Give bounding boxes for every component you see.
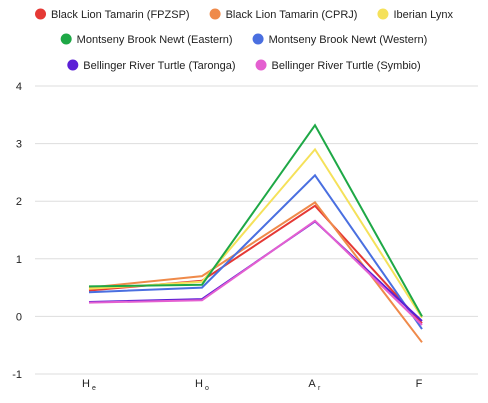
- x-tick-base: A: [308, 378, 316, 390]
- gridlines: [35, 85, 478, 375]
- legend-label: Bellinger River Turtle (Symbio): [272, 60, 421, 72]
- legend: Black Lion Tamarin (FPZSP) Black Lion Tam…: [35, 8, 453, 72]
- legend-item: Iberian Lynx: [377, 8, 453, 21]
- series-line: [88, 204, 423, 324]
- legend-marker: [60, 33, 72, 45]
- legend-label: Black Lion Tamarin (FPZSP): [51, 9, 190, 21]
- series-line: [88, 220, 423, 322]
- x-tick-base: F: [416, 378, 423, 390]
- series-line: [88, 123, 423, 317]
- x-tick-label: F: [416, 378, 423, 390]
- legend-item: Montseny Brook Newt (Eastern): [60, 33, 233, 46]
- x-tick-base: H: [82, 378, 90, 390]
- legend-item: Black Lion Tamarin (FPZSP): [35, 8, 190, 21]
- x-tick-base: H: [195, 378, 203, 390]
- legend-marker: [377, 8, 389, 20]
- x-tick-subscript: e: [92, 385, 96, 392]
- legend-label: Montseny Brook Newt (Eastern): [77, 34, 233, 46]
- legend-item: Montseny Brook Newt (Western): [252, 33, 428, 46]
- legend-marker: [35, 8, 47, 20]
- y-tick-label: -1: [12, 369, 22, 381]
- legend-marker: [252, 33, 264, 45]
- legend-label: Black Lion Tamarin (CPRJ): [226, 9, 358, 21]
- legend-marker: [67, 59, 79, 71]
- y-tick-label: 4: [16, 81, 22, 93]
- series-line: [88, 219, 423, 326]
- y-tick-label: 1: [16, 254, 22, 266]
- legend-item: Bellinger River Turtle (Taronga): [67, 59, 236, 72]
- y-tick-label: 2: [16, 196, 22, 208]
- y-tick-label: 3: [16, 139, 22, 151]
- y-tick-label: 0: [16, 311, 22, 323]
- legend-marker: [255, 59, 267, 71]
- legend-item: Bellinger River Turtle (Symbio): [255, 59, 421, 72]
- series-lines: [88, 123, 423, 343]
- y-axis-ticks: -1 0 1 2 3 4: [12, 81, 22, 381]
- legend-label: Bellinger River Turtle (Taronga): [83, 60, 235, 72]
- legend-item: Black Lion Tamarin (CPRJ): [209, 8, 358, 21]
- legend-label: Montseny Brook Newt (Western): [269, 34, 428, 46]
- legend-marker: [209, 8, 221, 20]
- series-line: [88, 173, 423, 330]
- x-tick-subscript: r: [318, 385, 321, 392]
- legend-label: Iberian Lynx: [393, 9, 453, 21]
- series-line: [88, 201, 423, 343]
- x-tick-subscript: o: [205, 385, 209, 392]
